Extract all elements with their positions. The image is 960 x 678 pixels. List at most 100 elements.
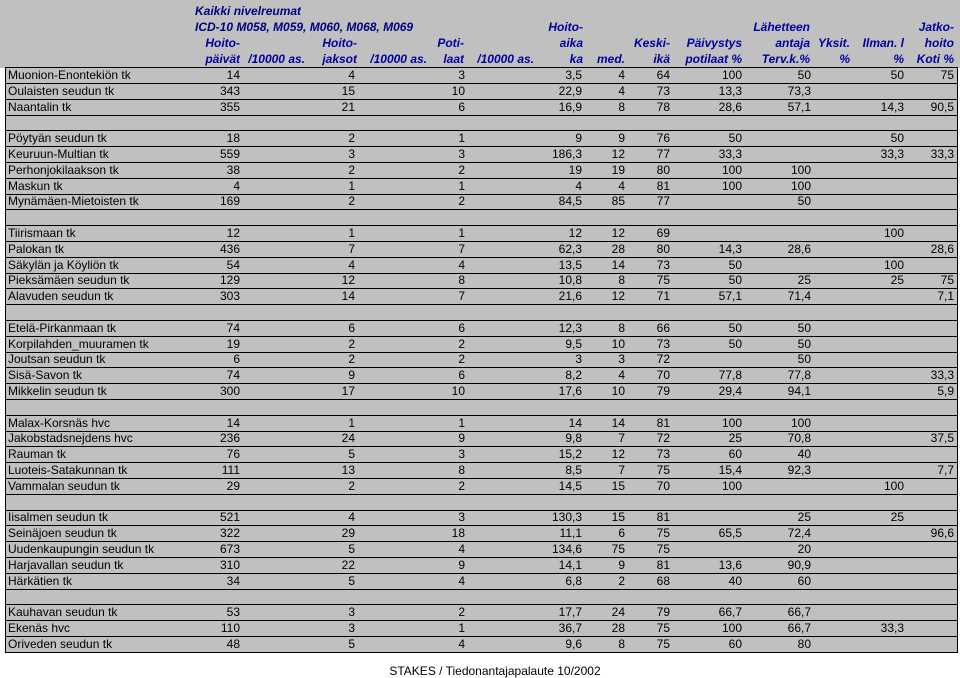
row-value-4: 3,5 [565, 68, 582, 82]
row-value-3: 8 [458, 463, 465, 477]
row-value-5: 8 [618, 320, 625, 335]
row-value-7: 65,5 [718, 526, 742, 541]
row-label: Seinäjoen seudun tk [8, 526, 117, 541]
row-value-4: 8,5 [565, 463, 582, 477]
row-value-5: 9 [618, 131, 625, 146]
row-value-5: 8 [618, 636, 625, 651]
row-value-9: 100 [883, 226, 904, 240]
row-value-1: 310 [219, 557, 240, 572]
row-value-5: 19 [611, 162, 625, 177]
row-value-5: 7 [618, 431, 625, 446]
row-value-10: 7,7 [937, 463, 954, 477]
row-value-8: 94,1 [787, 384, 811, 398]
row-value-3: 6 [458, 368, 465, 383]
row-value-3: 18 [451, 526, 465, 541]
row-value-8: 60 [797, 573, 811, 588]
table-row: Palokan tk 436 7 7 62,3 28 80 14,3 28,6 28,6 [5, 242, 958, 258]
row-label: Mikkelin seudun tk [8, 384, 107, 398]
row-value-7: 60 [728, 447, 742, 462]
row-value-3: 8 [458, 273, 465, 288]
row-value-5: 8 [618, 99, 625, 114]
row-value-9: 100 [883, 478, 904, 493]
row-value-2: 17 [341, 384, 355, 398]
row-value-10: 33,3 [930, 147, 954, 161]
row-value-8: 57,1 [787, 99, 811, 114]
row-label: Mynämäen-Mietoisten tk [8, 194, 139, 209]
row-value-4: 16,9 [558, 99, 582, 114]
row-value-8: 71,4 [787, 289, 811, 304]
row-value-6: 75 [656, 636, 670, 651]
row-value-6: 81 [656, 510, 670, 525]
column-header-10-l3: Päivystys [686, 36, 742, 50]
row-value-3: 2 [458, 162, 465, 177]
row-value-8: 40 [797, 447, 811, 462]
row-value-3: 4 [458, 636, 465, 651]
row-value-8: 72,4 [787, 526, 811, 541]
table-row: Maskun tk 4 1 1 4 4 81 100 100 [5, 179, 958, 195]
row-value-4: 17,7 [558, 605, 582, 620]
row-value-5: 9 [618, 557, 625, 572]
row-value-4: 9,5 [565, 336, 582, 351]
row-value-9: 50 [890, 131, 904, 146]
row-value-1: 74 [226, 368, 240, 383]
row-value-8: 28,6 [787, 241, 811, 256]
row-label: Palokan tk [8, 241, 65, 256]
row-value-4: 14,5 [558, 478, 582, 493]
row-value-1: 322 [219, 526, 240, 541]
row-value-2: 2 [348, 352, 355, 367]
row-value-1: 34 [226, 573, 240, 588]
row-value-7: 57,1 [718, 289, 742, 304]
row-value-7: 40 [728, 573, 742, 588]
row-value-2: 5 [348, 447, 355, 462]
row-value-6: 70 [656, 478, 670, 493]
row-value-6: 73 [656, 83, 670, 98]
row-value-2: 2 [348, 162, 355, 177]
row-value-8: 100 [790, 178, 811, 193]
row-value-3: 4 [458, 573, 465, 588]
row-value-4: 11,1 [559, 526, 582, 541]
row-value-8: 80 [797, 636, 811, 651]
row-value-6: 80 [656, 162, 670, 177]
row-value-4: 9,6 [565, 636, 582, 651]
row-value-7: 15,4 [718, 463, 742, 477]
row-label: Säkylän ja Köyliön tk [8, 257, 119, 272]
footer-text: STAKES / Tiedonantajapalaute 10/2002 [389, 664, 601, 678]
row-label: Pieksämäen seudun tk [8, 273, 130, 288]
row-value-4: 186,3 [551, 147, 582, 161]
table-row: Joutsan seudun tk 6 2 2 3 3 72 50 [5, 352, 958, 369]
row-value-8: 25 [797, 273, 811, 288]
row-value-9: 100 [883, 257, 904, 272]
row-value-5: 75 [611, 542, 625, 556]
column-header-6-l4: /10000 as. [477, 52, 534, 66]
column-header-5-l4: laat [443, 52, 464, 66]
table-row: Seinäjoen seudun tk 322 29 18 11,1 6 75 65,5 72,… [5, 526, 958, 543]
row-value-7: 100 [721, 621, 742, 635]
row-value-2: 14 [341, 289, 355, 304]
row-value-6: 72 [656, 352, 670, 367]
row-value-10: 28,6 [930, 241, 954, 256]
row-value-7: 50 [728, 131, 742, 146]
row-value-7: 13,3 [718, 83, 742, 98]
row-value-5: 7 [618, 463, 625, 477]
table-row: Säkylän ja Köyliön tk 54 4 4 13,5 14 73 50 100 [5, 258, 958, 274]
row-value-9: 33,3 [880, 621, 904, 635]
row-value-2: 4 [348, 257, 355, 272]
spacer-row [5, 210, 958, 227]
row-value-2: 21 [341, 99, 355, 114]
row-value-9: 50 [890, 68, 904, 82]
row-value-4: 130,3 [551, 510, 582, 525]
row-value-5: 3 [618, 352, 625, 367]
row-value-2: 4 [348, 510, 355, 525]
row-value-2: 24 [341, 431, 355, 446]
table-row: Alavuden seudun tk 303 14 7 21,6 12 71 57,1 71,4… [5, 289, 958, 306]
table-row: Harjavallan seudun tk 310 22 9 14,1 9 81 13,6 90… [5, 558, 958, 574]
row-value-10: 90,5 [930, 99, 954, 114]
row-value-8: 50 [797, 68, 811, 82]
row-value-4: 9 [575, 131, 582, 146]
row-value-8: 100 [790, 415, 811, 430]
table-row: Oulaisten seudun tk 343 15 10 22,9 4 73 13,3 73,… [5, 84, 958, 100]
row-value-6: 75 [656, 621, 670, 635]
row-label: Muonion-Enontekiön tk [8, 68, 131, 82]
row-value-1: 343 [219, 83, 240, 98]
column-header-13-l3: Ilman. l [862, 36, 904, 50]
